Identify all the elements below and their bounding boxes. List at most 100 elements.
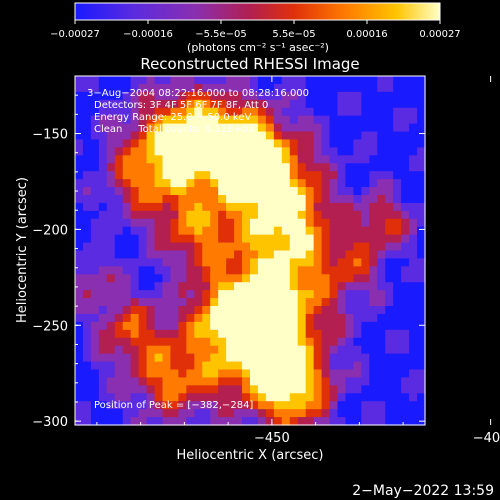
- heatmap-cell: [234, 377, 243, 386]
- heatmap-cell: [186, 147, 195, 156]
- heatmap-cell: [337, 306, 347, 315]
- heatmap-cell: [353, 274, 362, 283]
- heatmap-cell: [361, 274, 370, 283]
- heatmap-cell: [337, 242, 347, 252]
- heatmap-cell: [257, 179, 267, 188]
- heatmap-cell: [162, 258, 172, 267]
- chart-title: Reconstructed RHESSI Image: [140, 55, 359, 73]
- heatmap-cell: [401, 385, 410, 394]
- heatmap-cell: [361, 385, 370, 394]
- heatmap-cell: [361, 139, 370, 148]
- heatmap-cell: [146, 329, 156, 339]
- heatmap-cell: [273, 115, 283, 125]
- heatmap-cell: [170, 282, 179, 291]
- heatmap-cell: [393, 91, 402, 101]
- heatmap-cell: [138, 218, 148, 228]
- heatmap-cell: [385, 321, 394, 331]
- heatmap-cell: [194, 155, 203, 164]
- heatmap-cell: [122, 385, 132, 394]
- heatmap-cell: [265, 226, 275, 236]
- heatmap-cell: [265, 107, 275, 117]
- heatmap-cell: [218, 194, 227, 204]
- heatmap-cell: [369, 329, 378, 339]
- heatmap-cell: [273, 306, 283, 315]
- heatmap-cell: [265, 266, 275, 275]
- heatmap-cell: [401, 313, 410, 323]
- heatmap-cell: [250, 155, 259, 164]
- heatmap-cell: [369, 369, 378, 379]
- heatmap-cell: [369, 139, 378, 148]
- heatmap-cell: [337, 321, 347, 331]
- heatmap-cell: [313, 147, 323, 156]
- heatmap-cell: [385, 171, 394, 180]
- heatmap-cell: [154, 131, 164, 141]
- heatmap-cell: [361, 290, 370, 299]
- heatmap-cell: [242, 345, 251, 355]
- heatmap-cell: [297, 91, 307, 101]
- heatmap-cell: [106, 179, 116, 188]
- heatmap-cell: [242, 107, 251, 117]
- x-tick-label: −400: [473, 431, 500, 446]
- heatmap-cell: [409, 417, 418, 426]
- heatmap-cell: [265, 377, 275, 386]
- heatmap-cell: [75, 369, 84, 379]
- heatmap-cell: [369, 361, 378, 371]
- heatmap-cell: [409, 218, 418, 228]
- heatmap-cell: [130, 361, 140, 371]
- heatmap-cell: [329, 179, 339, 188]
- heatmap-cell: [75, 163, 84, 172]
- heatmap-cell: [345, 76, 354, 85]
- heatmap-cell: [90, 123, 100, 133]
- heatmap-cell: [297, 99, 307, 109]
- heatmap-cell: [385, 401, 394, 410]
- heatmap-cell: [178, 401, 187, 410]
- heatmap-cell: [178, 282, 187, 291]
- heatmap-cell: [218, 234, 227, 244]
- heatmap-cell: [345, 226, 354, 236]
- heatmap-cell: [226, 123, 235, 133]
- heatmap-cell: [361, 218, 370, 228]
- heatmap-cell: [281, 242, 291, 252]
- heatmap-cell: [393, 242, 402, 252]
- heatmap-cell: [75, 123, 84, 133]
- heatmap-cell: [210, 409, 219, 418]
- heatmap-cell: [361, 171, 370, 180]
- heatmap-cell: [321, 313, 331, 323]
- heatmap-cell: [114, 337, 124, 347]
- heatmap-cell: [393, 194, 402, 204]
- heatmap-cell: [242, 290, 251, 299]
- heatmap-cell: [369, 298, 378, 307]
- heatmap-cell: [369, 218, 378, 228]
- heatmap-cell: [98, 345, 108, 355]
- heatmap-cell: [194, 194, 203, 204]
- heatmap-cell: [130, 377, 140, 386]
- heatmap-cell: [289, 298, 299, 307]
- heatmap-cell: [218, 76, 227, 85]
- heatmap-cell: [234, 337, 243, 347]
- heatmap-cell: [162, 83, 172, 93]
- heatmap-cell: [154, 179, 164, 188]
- heatmap-cell: [417, 282, 426, 291]
- heatmap-cell: [186, 385, 195, 394]
- heatmap-cell: [281, 218, 291, 228]
- heatmap-cell: [345, 329, 354, 339]
- heatmap-cell: [90, 313, 100, 323]
- heatmap-cell: [385, 258, 394, 267]
- heatmap-cell: [345, 401, 354, 410]
- heatmap-cell: [114, 266, 124, 275]
- heatmap-cell: [170, 337, 179, 347]
- heatmap-cell: [218, 321, 227, 331]
- heatmap-cell: [369, 345, 378, 355]
- heatmap-cell: [75, 258, 84, 267]
- heatmap-cell: [154, 298, 164, 307]
- heatmap-cell: [90, 409, 100, 418]
- heatmap-cell: [210, 163, 219, 172]
- heatmap-cell: [90, 187, 100, 196]
- heatmap-cell: [242, 163, 251, 172]
- heatmap-cell: [401, 115, 410, 125]
- heatmap-cell: [321, 298, 331, 307]
- heatmap-cell: [202, 194, 211, 204]
- heatmap-cell: [297, 313, 307, 323]
- heatmap-cell: [202, 329, 211, 339]
- heatmap-cell: [417, 99, 426, 109]
